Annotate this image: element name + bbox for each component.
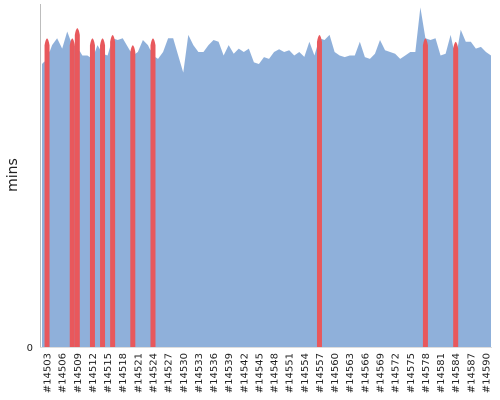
- highlight-bar[interactable]: [69, 38, 75, 348]
- y-tick-label: 0: [27, 343, 33, 354]
- x-tick-label: #14578: [421, 353, 432, 393]
- x-tick-label: #14557: [315, 353, 326, 393]
- x-tick-label: #14521: [133, 353, 144, 393]
- y-axis-label: mins: [5, 158, 21, 192]
- x-tick-label: #14584: [451, 353, 462, 393]
- x-tick-label: #14509: [73, 353, 84, 393]
- x-tick-label: #14506: [58, 353, 69, 393]
- x-tick-label: #14515: [103, 353, 114, 393]
- highlight-bar[interactable]: [74, 28, 80, 347]
- highlight-bar[interactable]: [453, 41, 459, 347]
- x-tick-label: #14503: [43, 353, 54, 393]
- x-tick-label: #14542: [239, 353, 250, 393]
- x-tick-label: #14530: [179, 353, 190, 393]
- highlight-bar[interactable]: [150, 38, 156, 348]
- x-tick-label: #14527: [164, 353, 175, 393]
- highlight-bar[interactable]: [422, 38, 428, 348]
- x-tick-label: #14545: [254, 353, 265, 393]
- x-tick-label: #14587: [466, 353, 477, 393]
- x-tick-label: #14533: [194, 353, 205, 393]
- x-tick-label: #14581: [436, 353, 447, 393]
- x-tick-label: #14536: [209, 353, 220, 393]
- x-tick-label: #14518: [118, 353, 129, 393]
- highlight-bar[interactable]: [44, 38, 50, 348]
- highlight-bars-layer: [44, 28, 459, 348]
- x-tick-label: #14575: [406, 353, 417, 393]
- highlight-bar[interactable]: [316, 34, 322, 348]
- x-tick-label: #14569: [376, 353, 387, 393]
- x-tick-label: #14512: [88, 353, 99, 393]
- x-tick-label: #14572: [391, 353, 402, 393]
- highlight-bar[interactable]: [110, 34, 116, 348]
- x-tick-label: #14551: [285, 353, 296, 393]
- x-tick-label: #14590: [481, 353, 492, 393]
- highlight-bar[interactable]: [100, 38, 106, 348]
- highlight-bar[interactable]: [130, 45, 136, 347]
- highlight-bar[interactable]: [89, 38, 95, 348]
- x-tick-labels: #14503 #14506 #14509 #14512 #14515 #14518 #145…: [43, 353, 493, 393]
- x-tick-label: #14539: [224, 353, 235, 393]
- x-tick-label: #14563: [345, 353, 356, 393]
- x-tick-label: #14566: [360, 353, 371, 393]
- x-tick-label: #14560: [330, 353, 341, 393]
- x-tick-label: #14524: [148, 353, 159, 393]
- x-tick-label: #14554: [300, 353, 311, 393]
- x-tick-label: #14548: [270, 353, 281, 393]
